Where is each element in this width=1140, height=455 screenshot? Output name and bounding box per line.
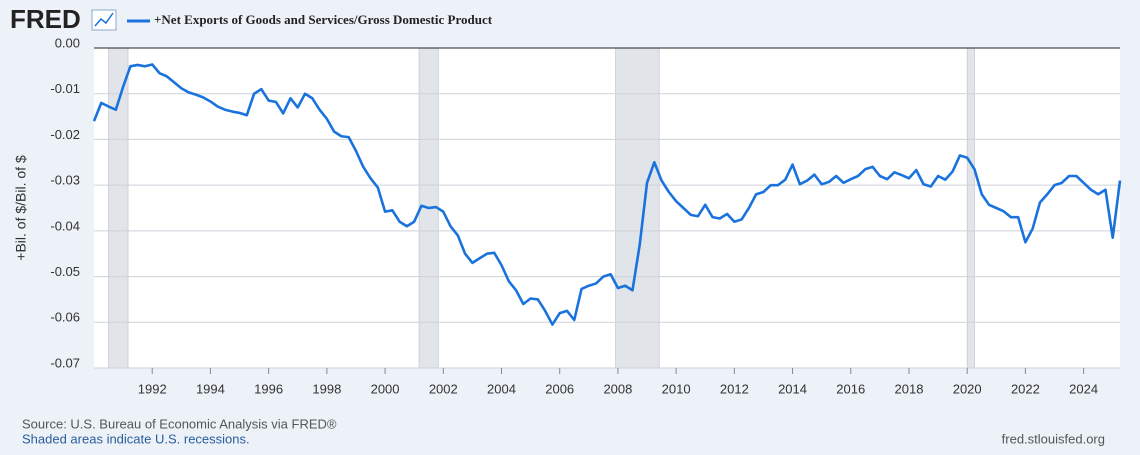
- recession-band: [966, 47, 975, 369]
- x-tick-label: 2014: [778, 381, 807, 396]
- x-tick-label: 2000: [371, 381, 400, 396]
- y-tick-label: -0.01: [50, 81, 80, 96]
- note: Shaded areas indicate U.S. recessions.: [22, 431, 250, 446]
- x-tick-label: 2016: [836, 381, 865, 396]
- x-tick-label: 2002: [429, 381, 458, 396]
- x-tick-label: 1998: [312, 381, 341, 396]
- x-tick-label: 2018: [895, 381, 924, 396]
- x-tick-label: 2020: [953, 381, 982, 396]
- logo: FRED: [10, 4, 81, 34]
- y-tick-label: -0.06: [50, 310, 80, 325]
- y-axis-label: +Bil. of $/Bil. of $: [13, 155, 29, 261]
- x-tick-label: 1994: [196, 381, 225, 396]
- x-tick-label: 2010: [662, 381, 691, 396]
- x-tick-label: 2004: [487, 381, 516, 396]
- legend-label: +Net Exports of Goods and Services/Gross…: [154, 12, 493, 27]
- y-tick-label: 0.00: [55, 35, 80, 50]
- x-tick-label: 2022: [1011, 381, 1040, 396]
- source: Source: U.S. Bureau of Economic Analysis…: [22, 416, 337, 431]
- recession-band: [615, 47, 660, 369]
- site: fred.stlouisfed.org: [1002, 431, 1105, 446]
- x-tick-label: 1996: [254, 381, 283, 396]
- y-tick-label: -0.04: [50, 218, 80, 233]
- x-tick-label: 2024: [1069, 381, 1098, 396]
- y-tick-label: -0.07: [50, 355, 80, 370]
- x-tick-label: 1992: [138, 381, 167, 396]
- y-tick-label: -0.02: [50, 127, 80, 142]
- plot-area: [94, 48, 1120, 368]
- x-tick-label: 2006: [545, 381, 574, 396]
- y-tick-label: -0.03: [50, 173, 80, 188]
- logo-icon: [91, 9, 117, 31]
- recession-band: [108, 47, 129, 369]
- x-tick-label: 2012: [720, 381, 749, 396]
- x-tick-label: 2008: [603, 381, 632, 396]
- y-tick-label: -0.05: [50, 264, 80, 279]
- data-line: [92, 63, 1122, 326]
